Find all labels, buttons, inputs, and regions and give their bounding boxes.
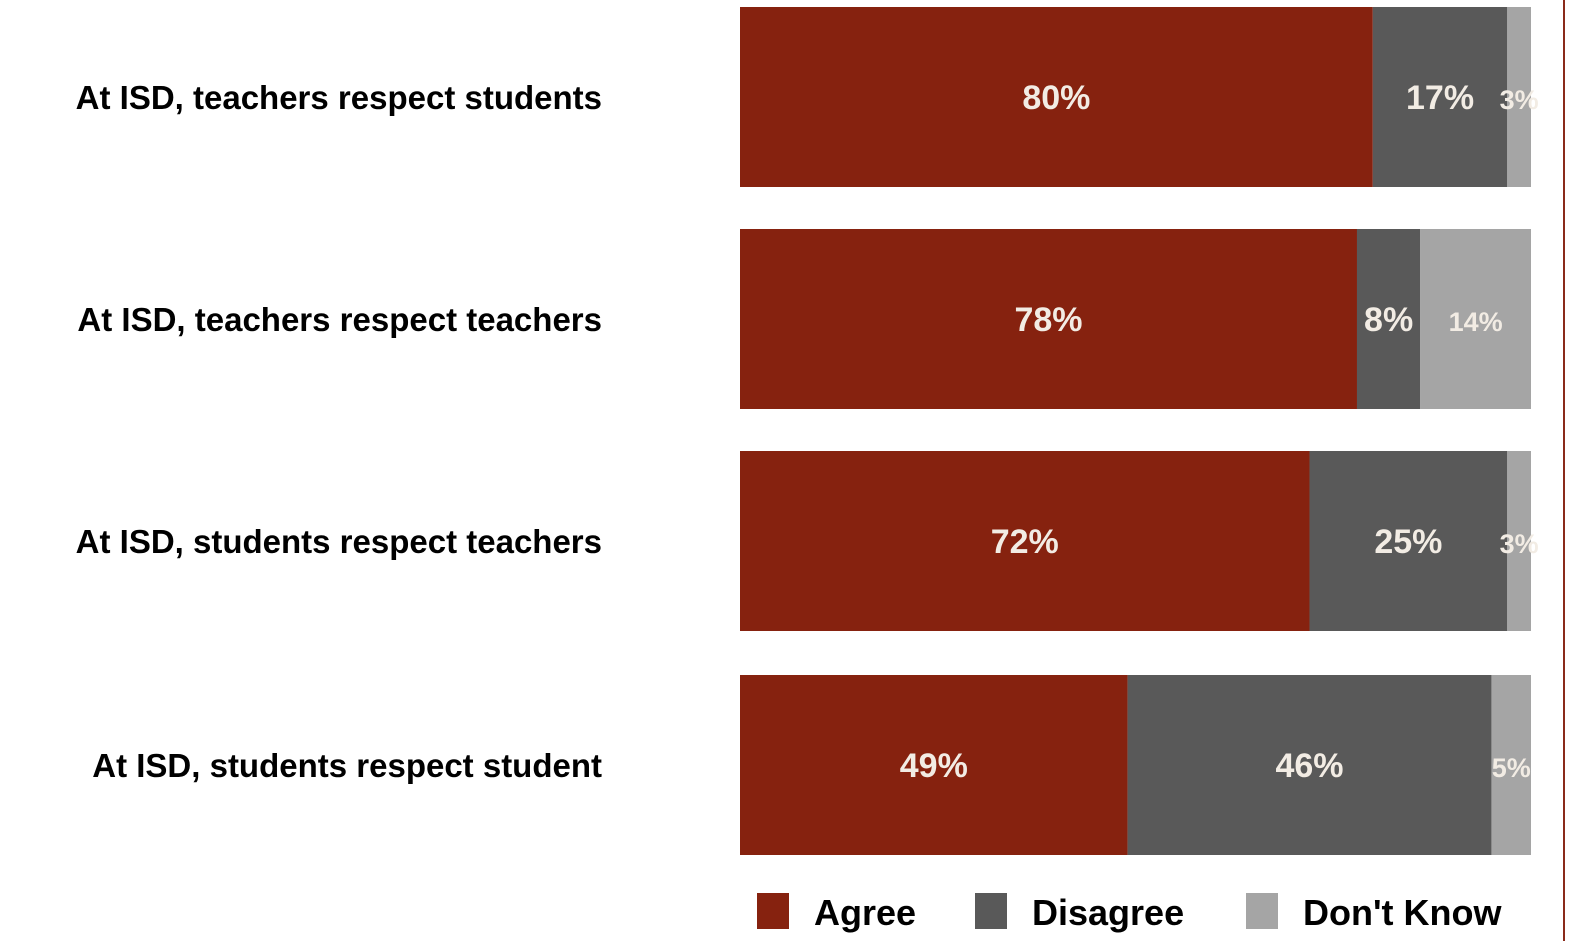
data-label: 46% <box>1275 747 1343 785</box>
bar-segment-agree <box>740 675 1128 855</box>
right-border-rule <box>1563 0 1565 941</box>
data-label: 78% <box>1014 301 1082 339</box>
legend-label: Agree <box>814 892 916 933</box>
bar-segment-agree <box>740 451 1310 631</box>
bar-segment-don-t-know <box>1507 7 1531 187</box>
data-label: 72% <box>991 523 1059 561</box>
bar-segment-disagree <box>1372 7 1508 187</box>
bar-segment-agree <box>740 229 1357 409</box>
data-label: 17% <box>1406 79 1474 117</box>
category-label: At ISD, students respect student <box>92 747 602 784</box>
bar-segment-disagree <box>1309 451 1508 631</box>
data-label: 8% <box>1364 301 1413 339</box>
legend-label: Disagree <box>1032 892 1184 933</box>
data-label: 49% <box>900 747 968 785</box>
bar-segment-don-t-know <box>1507 451 1531 631</box>
legend-swatch <box>975 893 1007 929</box>
bar-segment-disagree <box>1127 675 1492 855</box>
data-label: 80% <box>1022 79 1090 117</box>
data-label: 5% <box>1492 753 1531 783</box>
category-labels: At ISD, teachers respect students At ISD,… <box>76 79 602 784</box>
legend-swatch <box>1246 893 1278 929</box>
bar-segment-don-t-know <box>1491 675 1531 855</box>
legend: Agree Disagree Don't Know <box>757 892 1503 933</box>
data-label: 3% <box>1500 529 1539 559</box>
category-label: At ISD, teachers respect students <box>76 79 602 116</box>
legend-label: Don't Know <box>1303 892 1503 933</box>
bar-segment-disagree <box>1356 229 1421 409</box>
category-label: At ISD, students respect teachers <box>76 523 602 560</box>
bars <box>740 7 1531 855</box>
category-label: At ISD, teachers respect teachers <box>77 301 602 338</box>
bar-segment-don-t-know <box>1420 229 1531 409</box>
data-label: 3% <box>1500 85 1539 115</box>
data-label: 14% <box>1449 307 1503 337</box>
value-labels: 80% 17% 3% 78% 8% 14% 72% 25% 3% 49% 46% 5% <box>900 79 1539 785</box>
bar-segment-agree <box>740 7 1373 187</box>
legend-swatch <box>757 893 789 929</box>
data-label: 25% <box>1374 523 1442 561</box>
